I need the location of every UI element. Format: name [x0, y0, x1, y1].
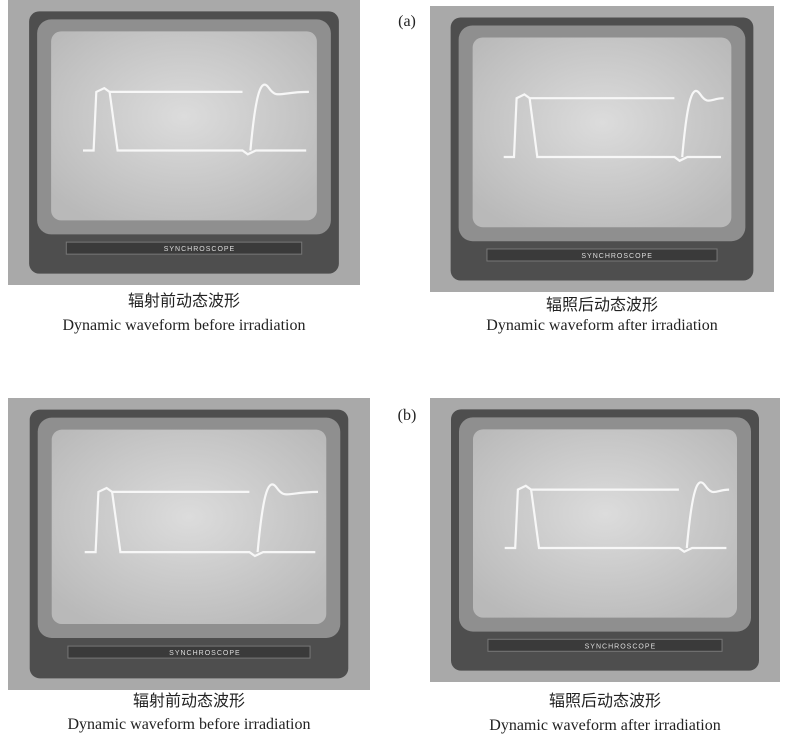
caption-en: Dynamic waveform before irradiation	[62, 317, 305, 334]
caption-zh: 辐射前动态波形	[133, 692, 245, 710]
scope-screen	[473, 37, 732, 227]
scope-label: SYNCHROSCOPE	[581, 253, 653, 260]
scope-screen	[52, 430, 327, 624]
panel-label: (b)	[398, 407, 417, 424]
scope-screen	[473, 429, 737, 617]
caption-en: Dynamic waveform before irradiation	[67, 716, 310, 733]
caption-zh: 辐照后动态波形	[549, 692, 661, 710]
scope-label: SYNCHROSCOPE	[164, 246, 236, 253]
caption-en: Dynamic waveform after irradiation	[486, 317, 717, 334]
caption-en: Dynamic waveform after irradiation	[489, 717, 720, 734]
figure: (a) SYNCHROSCOPE 辐射前动态波形 Dynamic waveform b…	[0, 0, 796, 740]
oscilloscope-photo: SYNCHROSCOPE	[8, 398, 370, 690]
scope-label: SYNCHROSCOPE	[585, 643, 657, 650]
scope-label: SYNCHROSCOPE	[169, 650, 241, 657]
panel-label: (a)	[398, 13, 416, 30]
caption-zh: 辐照后动态波形	[546, 296, 658, 314]
oscilloscope-photo: SYNCHROSCOPE	[430, 6, 774, 292]
caption-zh: 辐射前动态波形	[128, 292, 240, 310]
oscilloscope-photo: SYNCHROSCOPE	[430, 398, 780, 682]
oscilloscope-photo: SYNCHROSCOPE	[8, 0, 360, 285]
scope-screen	[51, 31, 317, 220]
